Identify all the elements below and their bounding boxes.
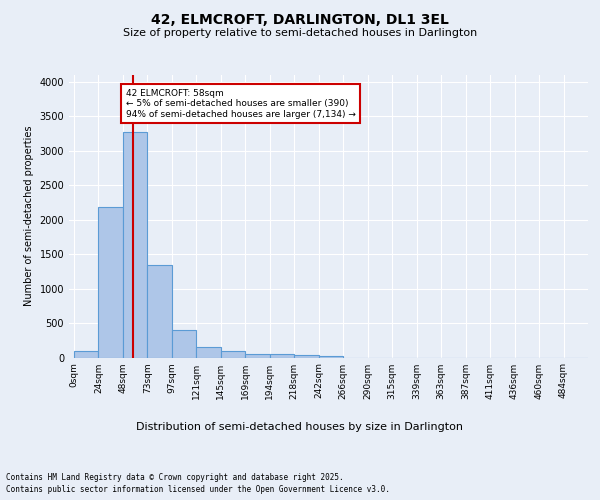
- Text: Distribution of semi-detached houses by size in Darlington: Distribution of semi-detached houses by …: [137, 422, 464, 432]
- Bar: [270, 354, 294, 358]
- Bar: [221, 352, 245, 358]
- Y-axis label: Number of semi-detached properties: Number of semi-detached properties: [24, 126, 34, 306]
- Bar: [74, 350, 98, 358]
- Bar: [294, 356, 319, 358]
- Bar: [148, 265, 172, 358]
- Bar: [196, 347, 221, 358]
- Bar: [172, 330, 196, 357]
- Text: Contains public sector information licensed under the Open Government Licence v3: Contains public sector information licen…: [6, 485, 390, 494]
- Text: 42 ELMCROFT: 58sqm
← 5% of semi-detached houses are smaller (390)
94% of semi-de: 42 ELMCROFT: 58sqm ← 5% of semi-detached…: [126, 89, 356, 118]
- Text: Contains HM Land Registry data © Crown copyright and database right 2025.: Contains HM Land Registry data © Crown c…: [6, 472, 344, 482]
- Bar: [245, 354, 270, 358]
- Bar: [123, 132, 148, 358]
- Text: Size of property relative to semi-detached houses in Darlington: Size of property relative to semi-detach…: [123, 28, 477, 38]
- Bar: [319, 356, 343, 358]
- Bar: [98, 208, 123, 358]
- Text: 42, ELMCROFT, DARLINGTON, DL1 3EL: 42, ELMCROFT, DARLINGTON, DL1 3EL: [151, 12, 449, 26]
